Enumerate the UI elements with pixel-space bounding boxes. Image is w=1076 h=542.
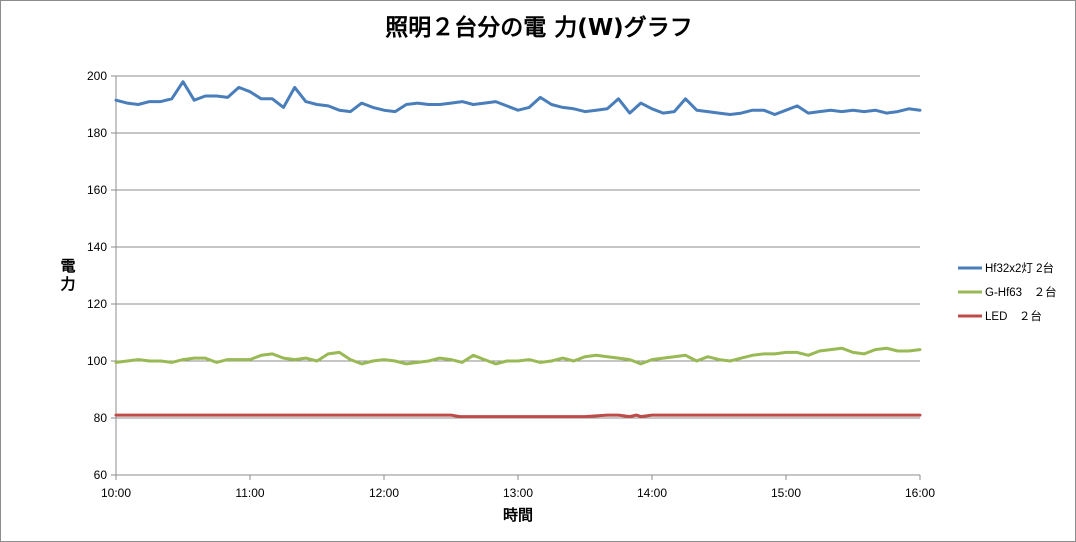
- y-tick-label: 80: [94, 411, 108, 425]
- y-tick-label: 60: [94, 468, 108, 482]
- y-axis-title-char: 力: [60, 275, 75, 293]
- chart-title: 照明２台分の電 力(W)グラフ: [385, 14, 692, 41]
- y-tick-label: 140: [87, 240, 107, 254]
- x-tick-label: 14:00: [637, 486, 667, 500]
- y-axis-title-char: 電: [60, 257, 75, 275]
- legend-label-2: LED ２台: [985, 309, 1042, 323]
- legend-label-0: Hf32x2灯 2台: [985, 261, 1054, 275]
- x-tick-label: 12:00: [369, 486, 399, 500]
- x-tick-labels: 10:00 11:00 12:00 13:00 14:00 15:00 16:00: [101, 475, 935, 500]
- y-tick-labels: 60 80 100 120 140 160 180 200: [87, 69, 107, 482]
- x-tick-label: 11:00: [235, 486, 264, 500]
- x-tick-label: 15:00: [771, 486, 801, 500]
- legend-label-1: G-Hf63 ２台: [985, 285, 1057, 299]
- y-tick-label: 160: [87, 183, 107, 197]
- y-axis-title: 電力: [60, 257, 75, 293]
- x-tick-label: 16:00: [905, 486, 935, 500]
- y-tick-label: 180: [87, 126, 107, 140]
- x-tick-label: 10:00: [101, 486, 131, 500]
- y-tick-label: 100: [87, 354, 107, 368]
- y-tick-label: 120: [87, 297, 107, 311]
- series-line-0: [114, 80, 922, 116]
- series-lines: [114, 80, 922, 419]
- legend: Hf32x2灯 2台 G-Hf63 ２台 LED ２台: [958, 261, 1057, 323]
- series-line-2: [114, 413, 922, 419]
- series-line-1: [114, 346, 922, 366]
- x-axis-title: 時間: [503, 506, 533, 524]
- y-tick-label: 200: [87, 69, 107, 83]
- x-tick-label: 13:00: [503, 486, 533, 500]
